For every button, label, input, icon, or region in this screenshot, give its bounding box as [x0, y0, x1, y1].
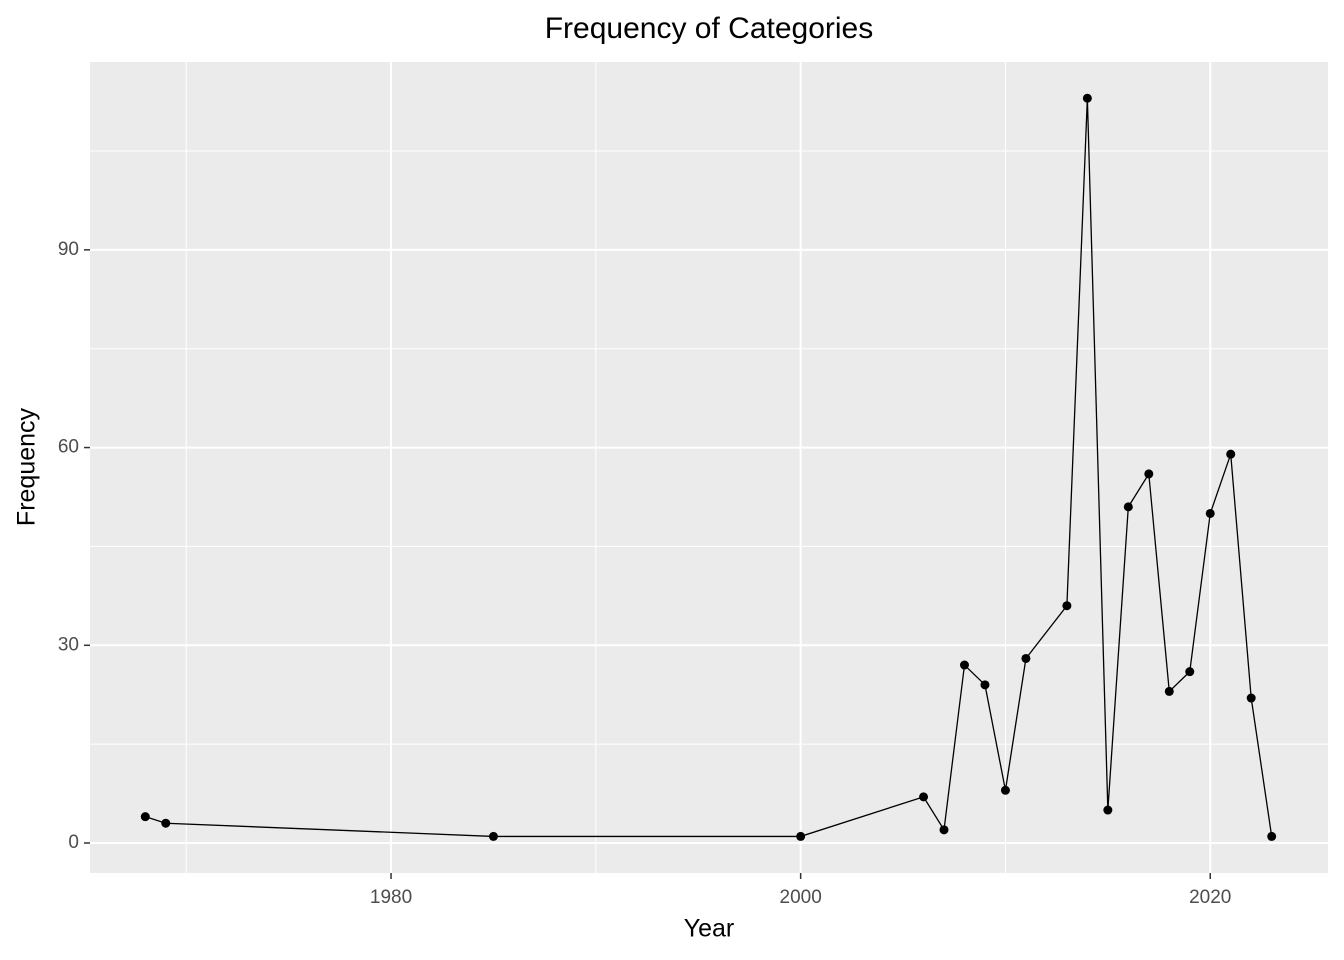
point [1246, 693, 1256, 703]
y-tick-label: 30 [58, 634, 79, 655]
point [796, 831, 806, 841]
point [1082, 93, 1092, 103]
x-tick-label: 2000 [780, 887, 822, 908]
point [1021, 653, 1031, 663]
y-tick-label: 60 [58, 437, 79, 458]
point [1267, 831, 1277, 841]
point [140, 812, 150, 822]
y-axis-label: Frequency [13, 407, 41, 526]
point [1103, 805, 1113, 815]
point [939, 825, 949, 835]
y-tick-label: 0 [68, 832, 79, 853]
point [161, 818, 171, 828]
panel [90, 62, 1328, 873]
x-tick-label: 1980 [370, 887, 412, 908]
point [1000, 785, 1010, 795]
point [1144, 469, 1154, 479]
point [1123, 502, 1133, 512]
x-axis-label: Year [684, 915, 735, 943]
point [919, 792, 929, 802]
point [959, 660, 969, 670]
point [1205, 508, 1215, 518]
chart-title: Frequency of Categories [545, 12, 874, 45]
marks [140, 93, 1277, 841]
point [1062, 601, 1072, 611]
grid [90, 62, 1328, 873]
point [1226, 449, 1236, 459]
y-tick-label: 90 [58, 239, 79, 260]
x-tick-label: 2020 [1189, 887, 1231, 908]
point [488, 831, 498, 841]
point [980, 680, 990, 690]
point [1185, 667, 1195, 677]
point [1164, 686, 1174, 696]
